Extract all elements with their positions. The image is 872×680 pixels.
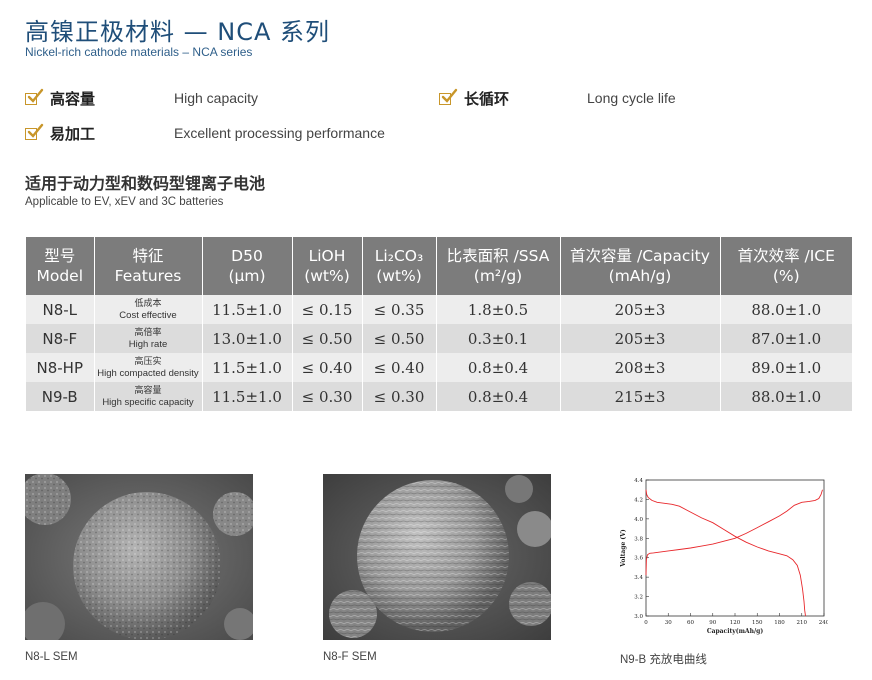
y-tick-label: 3.0 bbox=[634, 614, 643, 620]
table-row: N8-HP 高压实 High compacted density 11.5±1.0… bbox=[26, 353, 852, 382]
col-header-ssa: 比表面积 /SSA (m²/g) bbox=[436, 237, 561, 295]
y-tick-label: 3.6 bbox=[634, 556, 643, 562]
feature-easy-processing: 易加工 bbox=[25, 123, 95, 144]
cell-li2co3: ≤ 0.50 bbox=[362, 324, 437, 353]
cell-lioh: ≤ 0.50 bbox=[292, 324, 363, 353]
col-header-d50: D50 (μm) bbox=[202, 237, 293, 295]
cell-capacity: 215±3 bbox=[560, 382, 721, 411]
sem-image-n8-l bbox=[25, 474, 253, 640]
feature-long-cycle: 长循环 bbox=[439, 88, 509, 109]
y-axis-label: Voltage (V) bbox=[620, 529, 627, 568]
cell-feature: 高容量 High specific capacity bbox=[94, 382, 203, 411]
cell-d50: 11.5±1.0 bbox=[202, 295, 293, 324]
application-subheading: Applicable to EV, xEV and 3C batteries bbox=[25, 196, 224, 208]
cell-ice: 88.0±1.0 bbox=[720, 295, 852, 324]
x-tick-label: 120 bbox=[730, 620, 741, 626]
y-tick-label: 4.2 bbox=[634, 497, 643, 503]
cell-model: N8-L bbox=[26, 295, 95, 324]
col-header-li2co3: Li₂CO₃ (wt%) bbox=[362, 237, 437, 295]
cell-li2co3: ≤ 0.30 bbox=[362, 382, 437, 411]
cell-ssa: 0.8±0.4 bbox=[436, 353, 561, 382]
col-header-features: 特征 Features bbox=[94, 237, 203, 295]
cell-ice: 88.0±1.0 bbox=[720, 382, 852, 411]
cell-feature: 高倍率 High rate bbox=[94, 324, 203, 353]
x-tick-label: 180 bbox=[774, 620, 785, 626]
cell-lioh: ≤ 0.15 bbox=[292, 295, 363, 324]
spec-table: 型号 Model 特征 Features D50 (μm) LiOH (wt%) Li₂… bbox=[26, 237, 852, 411]
sem-image-n8-f bbox=[323, 474, 551, 640]
cell-feature: 低成本 Cost effective bbox=[94, 295, 203, 324]
page-subtitle: Nickel-rich cathode materials – NCA seri… bbox=[25, 45, 253, 59]
y-tick-label: 3.4 bbox=[634, 575, 643, 581]
x-tick-label: 210 bbox=[797, 620, 808, 626]
cell-ssa: 0.3±0.1 bbox=[436, 324, 561, 353]
page-title: 高镍正极材料 — NCA 系列 bbox=[25, 18, 331, 46]
cell-li2co3: ≤ 0.40 bbox=[362, 353, 437, 382]
cell-d50: 11.5±1.0 bbox=[202, 382, 293, 411]
feature-label-cn: 易加工 bbox=[50, 125, 96, 143]
cell-d50: 11.5±1.0 bbox=[202, 353, 293, 382]
y-tick-label: 4.0 bbox=[634, 517, 643, 523]
caption-chart: N9-B 充放电曲线 bbox=[620, 654, 707, 666]
checkbox-checked-icon bbox=[25, 123, 44, 143]
col-header-capacity: 首次容量 /Capacity (mAh/g) bbox=[560, 237, 721, 295]
x-tick-label: 150 bbox=[752, 620, 763, 626]
cell-feature: 高压实 High compacted density bbox=[94, 353, 203, 382]
x-tick-label: 30 bbox=[665, 620, 672, 626]
plot-frame bbox=[645, 479, 825, 617]
caption-sem-n8-l: N8-L SEM bbox=[25, 651, 78, 663]
feature-label-en: Excellent processing performance bbox=[174, 125, 385, 141]
chart-svg: 0 30 60 90 120 150 180 210 240 3.0 3.2 3.4 3.6 3.8 4.0… bbox=[620, 478, 830, 635]
series-line-1 bbox=[645, 489, 823, 576]
feature-label-cn: 长循环 bbox=[464, 90, 510, 108]
table-header-row: 型号 Model 特征 Features D50 (μm) LiOH (wt%) Li₂… bbox=[26, 237, 852, 295]
feature-label-en: Long cycle life bbox=[587, 90, 676, 106]
col-header-model: 型号 Model bbox=[26, 237, 95, 295]
feature-label-en: High capacity bbox=[174, 90, 259, 106]
cell-lioh: ≤ 0.30 bbox=[292, 382, 363, 411]
table-row: N9-B 高容量 High specific capacity 11.5±1.0 … bbox=[26, 382, 852, 411]
table-row: N8-F 高倍率 High rate 13.0±1.0 ≤ 0.50 ≤ 0.50… bbox=[26, 324, 852, 353]
y-tick-label: 4.4 bbox=[634, 478, 643, 484]
checkbox-checked-icon bbox=[439, 88, 458, 108]
feature-high-capacity: 高容量 bbox=[25, 88, 95, 109]
cell-capacity: 205±3 bbox=[560, 324, 721, 353]
caption-sem-n8-f: N8-F SEM bbox=[323, 651, 377, 663]
cell-capacity: 205±3 bbox=[560, 295, 721, 324]
col-header-lioh: LiOH (wt%) bbox=[292, 237, 363, 295]
cell-ssa: 0.8±0.4 bbox=[436, 382, 561, 411]
x-tick-label: 60 bbox=[687, 620, 694, 626]
x-tick-label: 0 bbox=[644, 620, 648, 626]
cell-model: N8-F bbox=[26, 324, 95, 353]
feature-label-cn: 高容量 bbox=[50, 90, 96, 108]
cell-model: N9-B bbox=[26, 382, 95, 411]
cell-li2co3: ≤ 0.35 bbox=[362, 295, 437, 324]
cell-lioh: ≤ 0.40 bbox=[292, 353, 363, 382]
series-line-2 bbox=[645, 489, 806, 617]
charge-discharge-chart: 0 30 60 90 120 150 180 210 240 3.0 3.2 3.4 3.6 3.8 4.0… bbox=[618, 472, 830, 644]
y-tick-label: 3.8 bbox=[634, 536, 643, 542]
cell-d50: 13.0±1.0 bbox=[202, 324, 293, 353]
table-row: N8-L 低成本 Cost effective 11.5±1.0 ≤ 0.15 ≤… bbox=[26, 295, 852, 324]
application-heading: 适用于动力型和数码型锂离子电池 bbox=[25, 174, 266, 193]
checkbox-checked-icon bbox=[25, 88, 44, 108]
x-tick-label: 240 bbox=[819, 620, 828, 626]
cell-ssa: 1.8±0.5 bbox=[436, 295, 561, 324]
col-header-ice: 首次效率 /ICE (%) bbox=[720, 237, 852, 295]
cell-model: N8-HP bbox=[26, 353, 95, 382]
cell-ice: 89.0±1.0 bbox=[720, 353, 852, 382]
cell-ice: 87.0±1.0 bbox=[720, 324, 852, 353]
y-tick-label: 3.2 bbox=[634, 595, 643, 601]
x-axis-label: Capacity(mAh/g) bbox=[707, 628, 764, 635]
x-tick-label: 90 bbox=[709, 620, 716, 626]
cell-capacity: 208±3 bbox=[560, 353, 721, 382]
